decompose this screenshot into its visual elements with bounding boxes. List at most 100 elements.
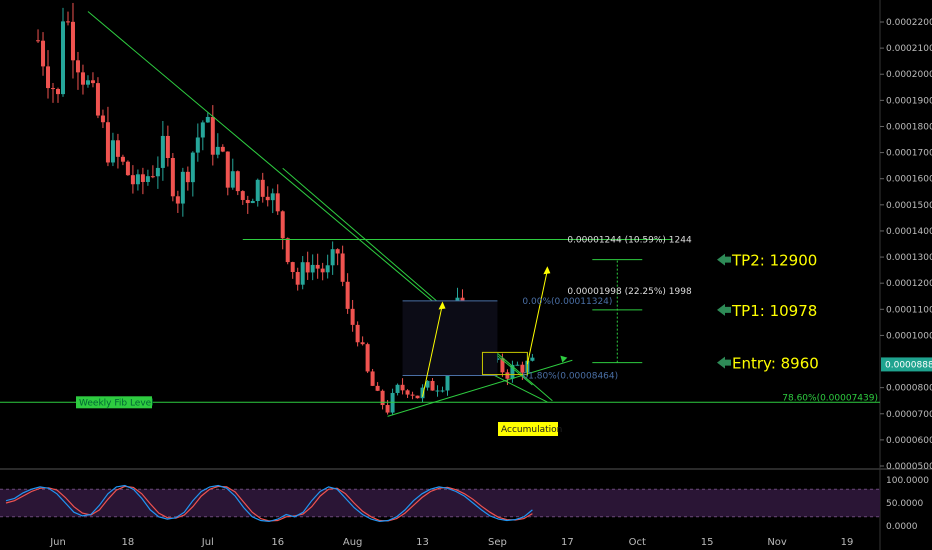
candle-body — [140, 174, 145, 182]
candle-body — [290, 262, 295, 273]
candle-body — [125, 161, 130, 176]
candle-body — [65, 21, 70, 23]
candle-body — [115, 140, 120, 157]
x-tick-label: Sep — [488, 537, 507, 548]
candle-body — [430, 380, 435, 391]
candle-body — [425, 380, 430, 388]
arrowhead-1 — [438, 301, 446, 310]
candle-body — [41, 40, 46, 67]
osc-tick-label: 50.0000 — [886, 499, 923, 509]
time-axis[interactable]: Jun 18 Jul 16 Aug 13 Sep 17 Oct 15 Nov 19 — [49, 537, 853, 548]
candle-body — [440, 390, 445, 392]
candle-body — [370, 371, 375, 386]
candle-body — [295, 272, 300, 285]
candle-body — [260, 179, 265, 197]
candle-body — [36, 40, 41, 42]
x-tick-label: Oct — [629, 537, 646, 548]
candle-body — [375, 385, 380, 391]
x-tick-label: 15 — [701, 537, 714, 548]
candle-body — [420, 387, 425, 399]
candle-body — [360, 342, 365, 345]
candle-body — [385, 405, 390, 413]
secondary-downtrend-line — [282, 167, 553, 402]
x-tick-label: Jun — [49, 537, 66, 548]
candle-body — [320, 268, 325, 273]
level-11998-label: 0.00001998 (22.25%) 1998 — [567, 287, 692, 297]
candle-body — [70, 21, 75, 61]
candle-body — [280, 211, 285, 239]
osc-tick-label: 0.0000 — [886, 522, 918, 532]
osc-tick-label: 100.0000 — [886, 476, 929, 486]
candle-body — [355, 324, 360, 343]
tp2-label: TP2: 12900 — [731, 252, 817, 270]
accumulation-badge — [498, 422, 558, 436]
candle-body — [150, 176, 155, 178]
candle-body — [315, 264, 320, 269]
candle-body — [325, 265, 330, 273]
x-tick-label: 13 — [416, 537, 429, 548]
breakout-arrow-2 — [526, 270, 548, 365]
candle-body — [345, 281, 350, 309]
x-tick-label: 19 — [841, 537, 854, 548]
candle-body — [120, 156, 125, 162]
tp2-marker-icon — [717, 253, 731, 266]
candle-body — [180, 171, 185, 204]
fib-box — [402, 300, 498, 376]
annotations: 0.00001244 (10.59%) 1244 0.00001998 (22.2… — [76, 236, 878, 436]
osc-band — [0, 489, 880, 517]
candle-body — [185, 171, 190, 183]
candle-body — [400, 384, 405, 391]
current-price-tag — [881, 357, 932, 372]
candle-body — [225, 151, 230, 188]
candle-body — [515, 364, 520, 366]
stochastic-panel: 100.0000 50.0000 0.0000 — [0, 476, 929, 532]
x-tick-label: 16 — [271, 537, 284, 548]
candle-body — [500, 358, 505, 373]
candle-body — [300, 262, 305, 285]
entry-marker-icon — [717, 356, 731, 369]
candle-body — [250, 200, 255, 204]
candle-body — [245, 199, 250, 204]
x-tick-label: Jul — [201, 537, 214, 548]
candle-body — [105, 122, 110, 163]
candle-body — [46, 66, 51, 89]
candle-body — [80, 72, 85, 85]
candle-body — [205, 116, 210, 123]
weekly-fib-badge — [76, 396, 152, 409]
candle-body — [270, 193, 275, 201]
candle-body — [130, 175, 135, 185]
support-arrowhead — [560, 355, 568, 363]
candle-body — [285, 238, 290, 263]
candle-body — [395, 384, 400, 393]
x-tick-label: Nov — [767, 537, 787, 548]
candle-body — [350, 308, 355, 325]
candle-body — [51, 88, 56, 90]
rising-support-line — [387, 359, 573, 417]
candle-body — [56, 88, 60, 95]
weekly-fib-badge-label: Weekly Fib Level — [79, 398, 154, 408]
candle-body — [415, 395, 420, 399]
arrowhead-2 — [543, 266, 551, 275]
fib-618-label: 61.80%(0.00008464) — [522, 372, 618, 382]
candle-body — [85, 80, 90, 85]
candle-body — [195, 137, 200, 153]
candle-body — [235, 171, 240, 192]
